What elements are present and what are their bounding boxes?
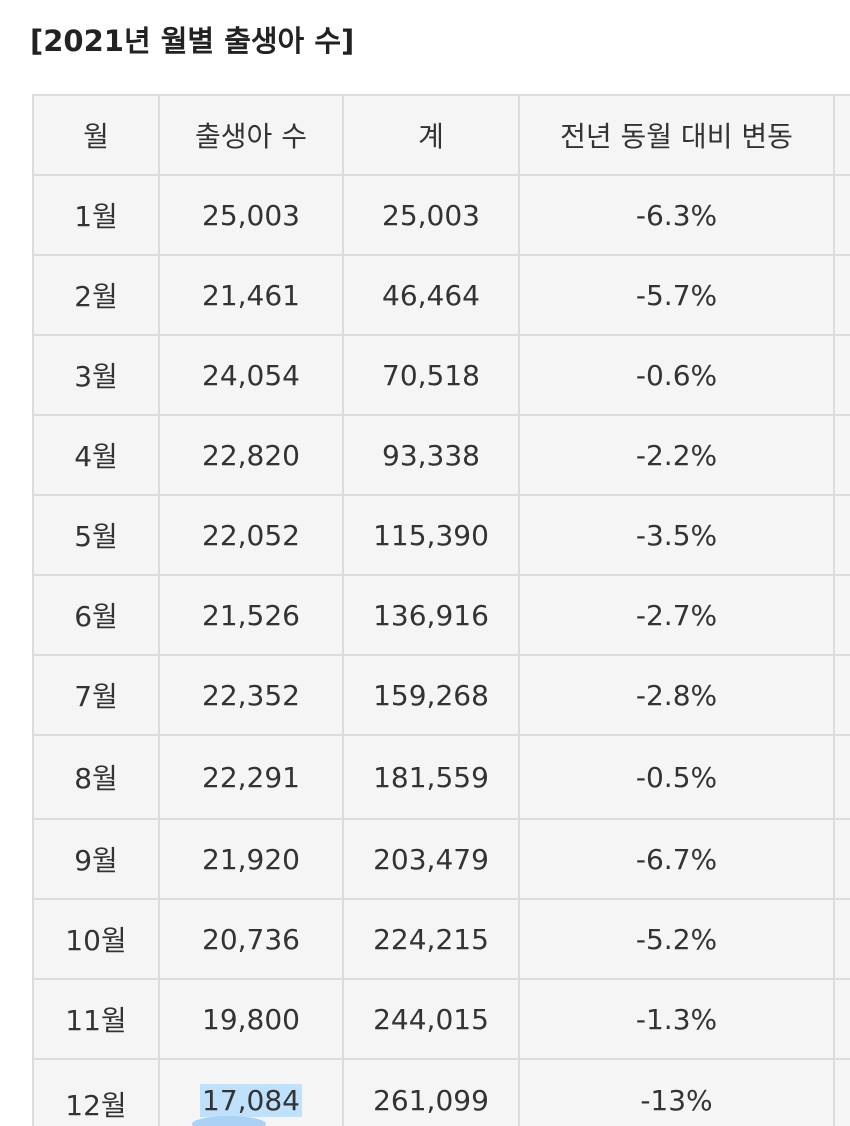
cell-extra [833,574,850,656]
table-row: 11월 19,800 244,015 -1.3% [32,978,850,1060]
cell-total: 244,015 [342,978,520,1060]
cell-extra [833,174,850,256]
cell-total: 181,559 [342,734,520,820]
cell-month: 11월 [32,978,160,1060]
cell-total: 261,099 [342,1058,520,1126]
cell-extra [833,494,850,576]
cell-extra [833,898,850,980]
cell-extra [833,734,850,820]
cell-extra [833,1058,850,1126]
cell-births: 25,003 [158,174,344,256]
cell-extra [833,654,850,736]
cell-change: -6.7% [518,818,835,900]
selected-text[interactable]: 17,084 [200,1084,302,1117]
cell-total: 25,003 [342,174,520,256]
cell-births: 21,526 [158,574,344,656]
table-row: 3월 24,054 70,518 -0.6% [32,334,850,416]
cell-extra [833,254,850,336]
cell-total: 46,464 [342,254,520,336]
cell-month: 9월 [32,818,160,900]
cell-extra [833,978,850,1060]
header-births: 출생아 수 [158,94,344,176]
cell-extra [833,414,850,496]
cell-births: 24,054 [158,334,344,416]
cell-extra [833,334,850,416]
cell-change: -1.3% [518,978,835,1060]
cell-births: 21,920 [158,818,344,900]
page-title: [2021년 월별 출생아 수] [30,24,355,58]
cell-change: -5.7% [518,254,835,336]
cell-month: 10월 [32,898,160,980]
table-row: 1월 25,003 25,003 -6.3% [32,174,850,256]
header-change: 전년 동월 대비 변동 [518,94,835,176]
cell-births: 20,736 [158,898,344,980]
selection-handle[interactable] [192,1116,266,1126]
cell-change: -0.6% [518,334,835,416]
cell-total: 224,215 [342,898,520,980]
cell-total: 203,479 [342,818,520,900]
cell-change: -2.8% [518,654,835,736]
cell-change-highlight: -0.5% [518,734,835,820]
cell-total: 136,916 [342,574,520,656]
births-table: 월 출생아 수 계 전년 동월 대비 변동 1월 25,003 25,003 -… [32,94,850,1126]
cell-births[interactable]: 17,084 [158,1058,344,1126]
header-extra [833,94,850,176]
cell-month: 3월 [32,334,160,416]
table-row: 7월 22,352 159,268 -2.8% [32,654,850,736]
table-row: 9월 21,920 203,479 -6.7% [32,818,850,900]
cell-births: 22,820 [158,414,344,496]
cell-change: -2.7% [518,574,835,656]
cell-month: 6월 [32,574,160,656]
cell-extra [833,818,850,900]
cell-total: 70,518 [342,334,520,416]
table-row: 6월 21,526 136,916 -2.7% [32,574,850,656]
table-row: 10월 20,736 224,215 -5.2% [32,898,850,980]
cell-births: 21,461 [158,254,344,336]
cell-births: 22,291 [158,734,344,820]
cell-change: -2.2% [518,414,835,496]
cell-month: 7월 [32,654,160,736]
cell-change: -6.3% [518,174,835,256]
cell-month: 12월 [32,1058,160,1126]
table-row: 8월 22,291 181,559 -0.5% [32,734,850,820]
cell-month: 1월 [32,174,160,256]
cell-change: -5.2% [518,898,835,980]
cell-month: 4월 [32,414,160,496]
cell-change: -3.5% [518,494,835,576]
cell-total: 115,390 [342,494,520,576]
header-month: 월 [32,94,160,176]
cell-month: 5월 [32,494,160,576]
cell-month: 2월 [32,254,160,336]
table-row: 2월 21,461 46,464 -5.7% [32,254,850,336]
cell-change-highlight: -13% [518,1058,835,1126]
cell-total: 93,338 [342,414,520,496]
cell-births: 22,352 [158,654,344,736]
table-row: 5월 22,052 115,390 -3.5% [32,494,850,576]
table-header-row: 월 출생아 수 계 전년 동월 대비 변동 [32,94,850,176]
table-row: 4월 22,820 93,338 -2.2% [32,414,850,496]
table-row: 12월 17,084 261,099 -13% [32,1058,850,1126]
cell-month: 8월 [32,734,160,820]
header-total: 계 [342,94,520,176]
cell-births: 19,800 [158,978,344,1060]
cell-births: 22,052 [158,494,344,576]
cell-total: 159,268 [342,654,520,736]
